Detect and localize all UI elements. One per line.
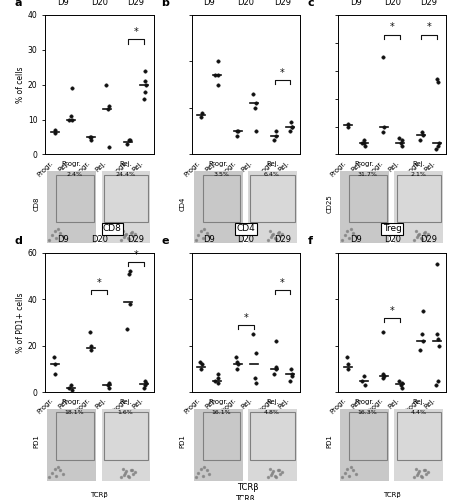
Text: a: a: [15, 0, 22, 8]
Text: PD1: PD1: [180, 434, 186, 448]
Text: D9: D9: [203, 236, 215, 244]
Text: Progr.: Progr.: [354, 161, 374, 167]
Text: PD1: PD1: [327, 434, 332, 448]
Text: *: *: [280, 68, 285, 78]
Text: b: b: [161, 0, 169, 8]
Text: D20: D20: [237, 0, 254, 6]
Text: PD1: PD1: [33, 434, 39, 448]
Text: D29: D29: [128, 236, 144, 244]
Text: Progr.: Progr.: [62, 161, 82, 167]
Text: c: c: [308, 0, 314, 8]
Text: D29: D29: [274, 236, 291, 244]
Text: D29: D29: [274, 0, 291, 6]
Text: TCRβ: TCRβ: [237, 254, 255, 260]
Text: D20: D20: [237, 236, 254, 244]
Y-axis label: % of cells: % of cells: [16, 66, 25, 103]
Text: *: *: [244, 313, 248, 323]
Text: *: *: [133, 250, 138, 260]
Text: D20: D20: [384, 236, 401, 244]
Text: Progr.: Progr.: [354, 399, 374, 405]
Text: e: e: [161, 236, 169, 246]
Text: D20: D20: [91, 236, 108, 244]
Text: TCRβ: TCRβ: [237, 484, 259, 492]
Text: CD4: CD4: [236, 224, 255, 234]
Text: CD8: CD8: [103, 224, 122, 234]
Text: Rej.: Rej.: [412, 399, 425, 405]
Text: *: *: [390, 22, 395, 32]
Text: D29: D29: [128, 0, 144, 6]
Text: D9: D9: [350, 236, 361, 244]
Text: TCRβ: TCRβ: [91, 492, 108, 498]
Text: D9: D9: [57, 0, 69, 6]
Text: Rej.: Rej.: [412, 161, 425, 167]
Text: Treg: Treg: [383, 224, 402, 234]
Text: Progr.: Progr.: [62, 399, 82, 405]
Text: D20: D20: [91, 0, 108, 6]
Text: CD4: CD4: [180, 196, 186, 211]
Text: TCRβ: TCRβ: [383, 492, 401, 498]
Text: *: *: [97, 278, 102, 288]
Text: *: *: [280, 278, 285, 288]
Text: *: *: [133, 28, 138, 38]
Text: TCRβ: TCRβ: [236, 496, 256, 500]
Text: *: *: [390, 306, 395, 316]
Text: d: d: [15, 236, 23, 246]
Text: FR4: FR4: [386, 254, 399, 260]
Text: TCRβ: TCRβ: [91, 254, 108, 260]
Text: *: *: [427, 22, 431, 32]
Text: D29: D29: [420, 0, 437, 6]
Text: Rej.: Rej.: [266, 399, 279, 405]
Text: Rej.: Rej.: [120, 399, 132, 405]
Text: D29: D29: [420, 236, 437, 244]
Text: Progr.: Progr.: [208, 161, 228, 167]
Text: D20: D20: [384, 0, 401, 6]
Text: D9: D9: [350, 0, 361, 6]
Text: f: f: [308, 236, 313, 246]
Text: CD25: CD25: [327, 194, 332, 213]
Text: Progr.: Progr.: [208, 399, 228, 405]
Y-axis label: % of PD1+ cells: % of PD1+ cells: [16, 292, 25, 353]
Text: CD8: CD8: [33, 196, 39, 211]
Text: D9: D9: [57, 236, 69, 244]
Text: D9: D9: [203, 0, 215, 6]
Text: Rej.: Rej.: [120, 161, 132, 167]
Text: Rej.: Rej.: [266, 161, 279, 167]
